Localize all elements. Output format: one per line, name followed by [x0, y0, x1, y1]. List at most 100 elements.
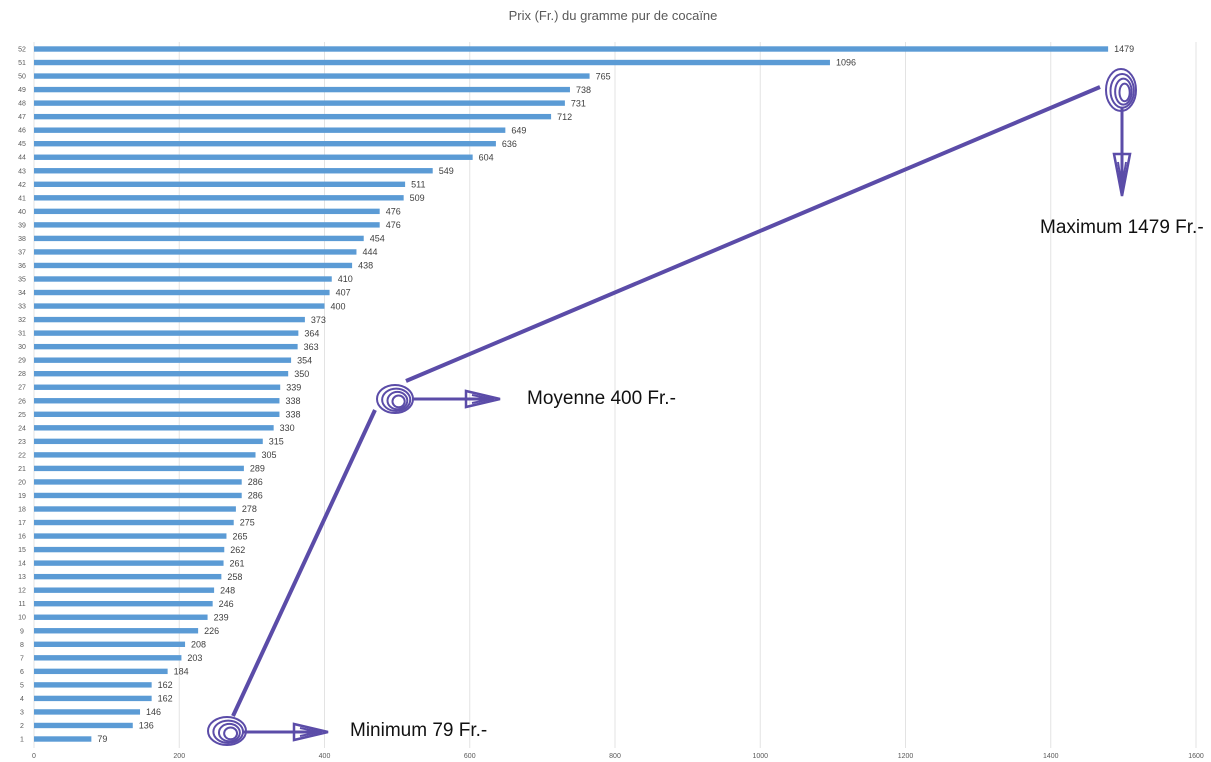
category-label: 14 — [18, 561, 26, 568]
bar — [34, 262, 353, 269]
bar — [34, 695, 152, 702]
category-label: 18 — [18, 507, 26, 514]
value-axis: 0 200 400 600 800 1000 1200 1400 1600 — [32, 753, 1204, 760]
category-label: 13 — [18, 574, 26, 581]
category-label: 37 — [18, 249, 26, 256]
x-tick-label: 800 — [609, 753, 621, 760]
bar — [34, 587, 215, 593]
bar — [34, 709, 141, 715]
category-label: 50 — [18, 74, 26, 81]
data-label: 286 — [248, 491, 263, 501]
scribble-moyenne-icon — [376, 384, 414, 414]
category-label: 51 — [18, 60, 26, 67]
connector-line-upper — [405, 85, 1101, 383]
bar — [34, 452, 256, 458]
data-label: 289 — [250, 464, 265, 474]
bar — [34, 249, 357, 255]
category-label: 23 — [18, 439, 26, 446]
category-label: 43 — [18, 168, 26, 175]
arrow-maximum-icon — [1112, 108, 1132, 197]
category-label: 16 — [18, 534, 26, 541]
data-label: 476 — [386, 207, 401, 217]
bar — [34, 573, 222, 580]
category-label: 44 — [18, 155, 26, 162]
data-label: 79 — [97, 734, 107, 744]
data-label: 410 — [338, 274, 353, 284]
data-labels: 7913614616216218420320822623924624825826… — [97, 44, 1134, 744]
category-label: 45 — [18, 141, 26, 148]
data-label: 338 — [285, 396, 300, 406]
category-label: 49 — [18, 87, 26, 94]
category-label: 9 — [20, 628, 24, 635]
category-label: 26 — [18, 398, 26, 405]
category-label: 40 — [18, 209, 26, 216]
data-label: 738 — [576, 85, 591, 95]
category-label: 4 — [20, 696, 24, 703]
category-label: 1 — [20, 737, 24, 744]
data-label: 339 — [286, 382, 301, 392]
data-label: 444 — [362, 247, 377, 257]
arrow-minimum-icon — [242, 722, 329, 742]
bar — [34, 181, 406, 187]
bar — [34, 289, 330, 296]
bar — [34, 330, 299, 336]
category-label: 42 — [18, 182, 26, 189]
category-label: 48 — [18, 101, 26, 108]
bar — [34, 154, 473, 160]
category-label: 38 — [18, 236, 26, 243]
bar — [34, 560, 224, 566]
bar — [34, 506, 236, 512]
bar — [34, 86, 570, 93]
scribble-maximum-icon — [1105, 68, 1137, 112]
data-label: 476 — [386, 220, 401, 230]
data-label: 765 — [596, 71, 611, 81]
x-tick-label: 600 — [464, 753, 476, 760]
category-label: 41 — [18, 195, 26, 202]
data-label: 549 — [439, 166, 454, 176]
category-label: 30 — [18, 344, 26, 351]
data-label: 261 — [230, 558, 245, 568]
category-label: 19 — [18, 493, 26, 500]
data-label: 239 — [214, 612, 229, 622]
category-label: 11 — [18, 601, 25, 608]
data-label: 286 — [248, 477, 263, 487]
bar — [34, 601, 213, 607]
category-label: 15 — [18, 547, 26, 554]
bar — [34, 519, 234, 526]
bar — [34, 46, 1109, 52]
bar — [34, 425, 274, 431]
bar — [34, 100, 565, 106]
data-label: 438 — [358, 261, 373, 271]
category-label: 35 — [18, 277, 26, 284]
category-axis: 1234567891011121314151617181920212223242… — [18, 47, 26, 744]
data-label: 203 — [187, 653, 202, 663]
bar — [34, 127, 506, 133]
category-label: 52 — [18, 47, 26, 54]
data-label: 162 — [158, 680, 173, 690]
bar — [34, 73, 590, 79]
data-label: 265 — [232, 531, 247, 541]
data-label: 226 — [204, 626, 219, 636]
category-label: 2 — [20, 723, 24, 730]
x-tick-label: 0 — [32, 753, 36, 760]
data-label: 400 — [331, 301, 346, 311]
data-label: 184 — [174, 667, 189, 677]
annotations: Maximum 1479 Fr.- Moyenne 400 Fr.- Minim… — [207, 68, 1204, 746]
chart-title: Prix (Fr.) du gramme pur de cocaïne — [509, 8, 718, 23]
category-label: 10 — [18, 615, 26, 622]
data-label: 248 — [220, 585, 235, 595]
category-label: 46 — [18, 128, 26, 135]
x-tick-label: 1200 — [898, 753, 914, 760]
bar — [34, 438, 263, 445]
data-label: 246 — [219, 599, 234, 609]
scribble-minimum-icon — [207, 716, 247, 746]
data-label: 146 — [146, 707, 161, 717]
data-label: 731 — [571, 98, 586, 108]
bar — [34, 316, 305, 323]
bar — [34, 668, 168, 675]
data-label: 604 — [479, 152, 494, 162]
data-label: 208 — [191, 639, 206, 649]
category-label: 8 — [20, 642, 24, 649]
data-label: 315 — [269, 437, 284, 447]
bar — [34, 357, 292, 363]
